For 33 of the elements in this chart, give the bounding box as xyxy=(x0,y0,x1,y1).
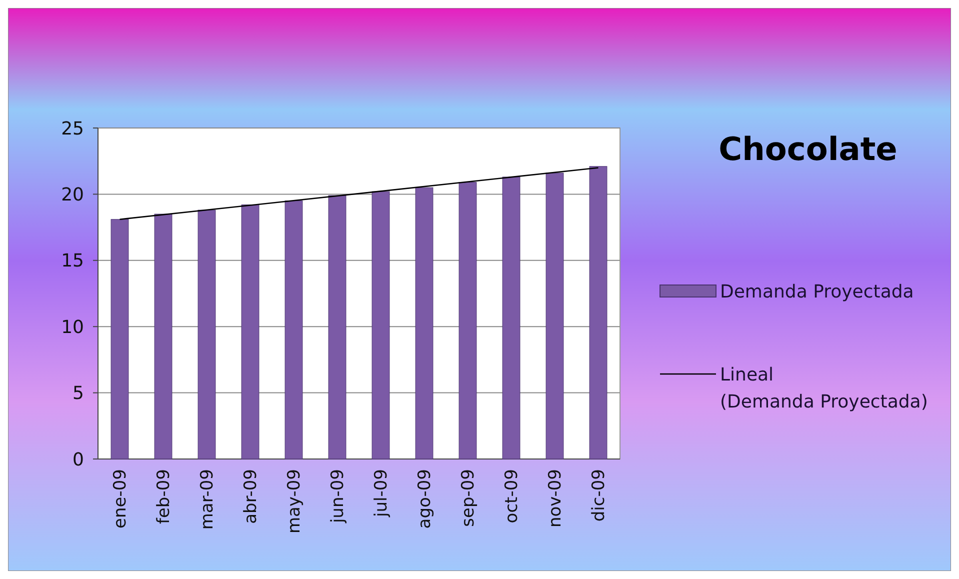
x-tick-label: jun-09 xyxy=(328,469,348,524)
y-tick-label: 0 xyxy=(72,449,84,470)
bar xyxy=(589,166,608,460)
bar xyxy=(546,172,564,460)
x-tick-label: mar-09 xyxy=(198,469,218,530)
x-tick-label: nov-09 xyxy=(546,469,566,528)
x-tick-label: may-09 xyxy=(284,469,305,534)
text: Chocolate xyxy=(718,130,898,168)
bar xyxy=(328,195,346,460)
x-tick-label: jul-09 xyxy=(372,469,392,518)
y-tick-label: 20 xyxy=(61,184,84,206)
bar xyxy=(458,182,477,460)
bar xyxy=(154,214,172,460)
x-tick-label: oct-09 xyxy=(502,469,522,524)
bar xyxy=(241,204,260,460)
x-tick-label: feb-09 xyxy=(154,469,174,524)
y-tick-label: 15 xyxy=(61,250,84,272)
bar xyxy=(110,219,129,460)
bar xyxy=(415,187,434,460)
y-tick-label: 25 xyxy=(61,118,84,140)
legend-label: Lineal (Demanda Proyectada) xyxy=(720,364,928,412)
x-tick-label: abr-09 xyxy=(241,469,262,524)
bar xyxy=(198,210,216,460)
bar xyxy=(502,176,520,460)
bar xyxy=(284,200,303,460)
bar xyxy=(372,191,390,460)
x-tick-label: dic-09 xyxy=(589,469,610,522)
y-tick-label: 10 xyxy=(61,316,84,338)
y-tick-label: 5 xyxy=(72,383,84,404)
legend-label: Demanda Proyectada xyxy=(720,281,914,302)
x-tick-label: ene-09 xyxy=(110,469,131,528)
x-tick-label: sep-09 xyxy=(458,469,479,527)
x-tick-label: ago-09 xyxy=(415,469,436,529)
